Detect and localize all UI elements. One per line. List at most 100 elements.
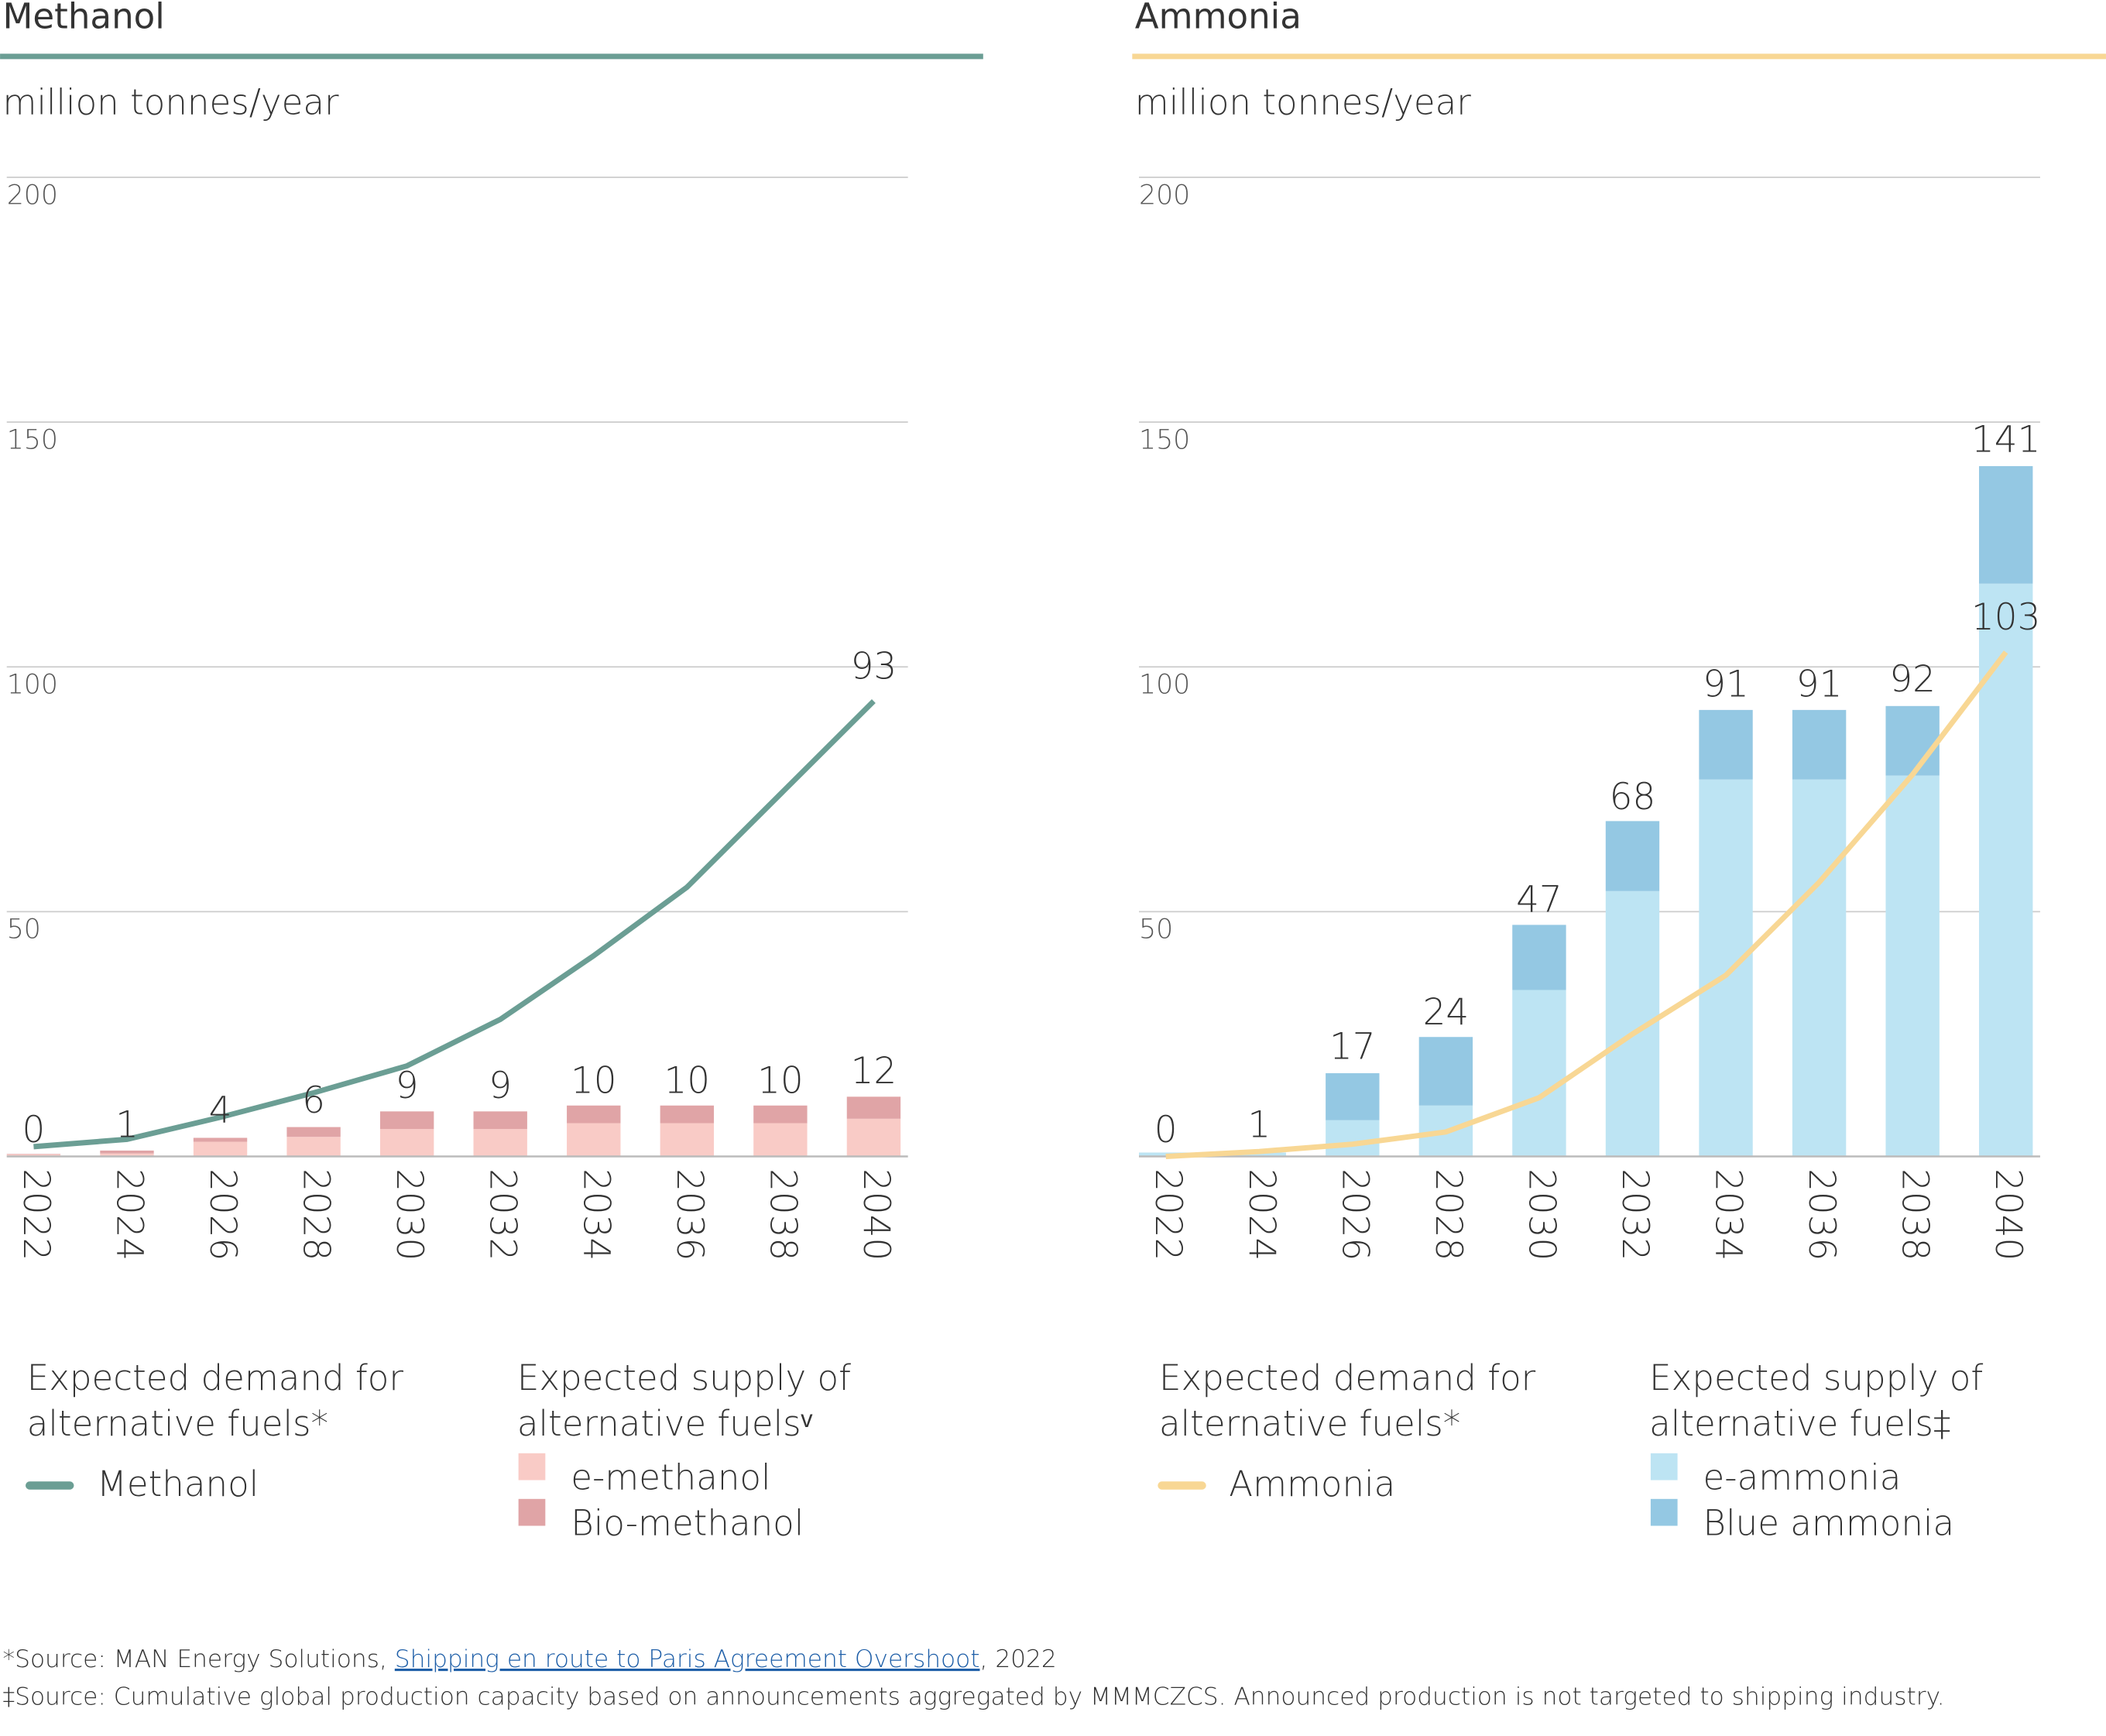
total-label: 0 [22, 1110, 46, 1151]
x-tick-label: 2028 [295, 1168, 337, 1261]
x-tick-label: 2026 [1333, 1168, 1375, 1261]
bar-segment [1699, 709, 1753, 780]
x-tick-label: 2024 [108, 1168, 149, 1261]
legend-heading: Expected supply of [1649, 1357, 1983, 1398]
bar-segment [1605, 821, 1660, 891]
x-tick-label: 2030 [1520, 1168, 1562, 1261]
bar-segment [1232, 1152, 1286, 1157]
legend-label: Ammonia [1229, 1463, 1395, 1504]
chart-title: Methanol [3, 0, 165, 36]
total-label: 17 [1329, 1026, 1376, 1068]
x-tick-label: 2028 [1427, 1168, 1469, 1261]
bar-segment [1885, 775, 1940, 1157]
total-label: 91 [1796, 664, 1843, 705]
total-label: 141 [1971, 419, 2040, 461]
bar-segment [1326, 1073, 1380, 1120]
bar-segment [286, 1127, 341, 1137]
footnote-text: *Source: MAN Energy Solutions, [3, 1645, 395, 1673]
legend-heading: Expected demand for [27, 1357, 404, 1398]
x-tick-label: 2034 [1707, 1168, 1749, 1261]
footnote: ‡Source: Cumulative global production ca… [3, 1683, 1945, 1711]
x-tick-label: 2036 [1800, 1168, 1842, 1261]
legend-label: Methanol [97, 1463, 259, 1504]
legend-heading: Expected supply of [517, 1357, 851, 1398]
x-tick-label: 2034 [575, 1168, 616, 1261]
total-label: 0 [1154, 1110, 1178, 1151]
x-tick-label: 2022 [1147, 1168, 1188, 1261]
legend-heading: alternative fuels* [1159, 1403, 1460, 1444]
legend-label: e-methanol [571, 1457, 770, 1498]
x-tick-label: 2040 [1987, 1168, 2029, 1261]
x-tick-label: 2038 [1894, 1168, 1936, 1261]
total-label: 9 [489, 1065, 512, 1107]
x-tick-label: 2022 [15, 1168, 57, 1261]
footnote: *Source: MAN Energy Solutions, Shipping … [3, 1645, 1057, 1673]
unit-label: million tonnes/year [3, 81, 339, 122]
bar-segment [846, 1118, 901, 1157]
legend-label: e-ammonia [1703, 1457, 1902, 1498]
bar-segment [100, 1153, 154, 1157]
y-tick-label: 150 [7, 424, 58, 455]
x-tick-label: 2032 [482, 1168, 523, 1261]
bar-segment [1885, 705, 1940, 776]
bar-segment [1792, 709, 1847, 780]
x-tick-label: 2024 [1240, 1168, 1282, 1261]
bar-segment [473, 1111, 527, 1130]
bar-segment [1512, 990, 1566, 1157]
bar-segment [193, 1137, 248, 1142]
total-label: 4 [209, 1089, 232, 1131]
y-tick-label: 100 [1139, 670, 1190, 701]
y-tick-label: 150 [1139, 424, 1190, 455]
bar-segment [753, 1105, 808, 1124]
legend-swatch [518, 1453, 546, 1480]
total-label: 12 [851, 1051, 897, 1093]
chart-title: Ammonia [1135, 0, 1302, 36]
bar-segment [660, 1123, 715, 1157]
bar-segment [193, 1141, 248, 1157]
total-label: 10 [757, 1061, 804, 1103]
y-tick-label: 200 [1139, 180, 1190, 211]
y-tick-label: 50 [1139, 914, 1173, 945]
total-label: 6 [302, 1080, 325, 1122]
legend-label: Bio-methanol [571, 1503, 804, 1544]
bar-segment [660, 1105, 715, 1124]
bar-segment [1979, 583, 2033, 1157]
x-tick-label: 2036 [668, 1168, 710, 1261]
y-tick-label: 200 [7, 180, 58, 211]
bar-segment [379, 1111, 434, 1130]
bar-segment [567, 1123, 621, 1157]
demand-line [33, 699, 876, 1150]
x-tick-label: 2038 [761, 1168, 803, 1261]
total-label: 24 [1423, 992, 1470, 1034]
line-end-label: 93 [851, 646, 897, 688]
total-label: 1 [115, 1104, 139, 1146]
bar-segment [1699, 779, 1753, 1157]
total-label: 10 [664, 1061, 711, 1103]
total-label: 68 [1610, 777, 1656, 818]
total-label: 92 [1889, 659, 1936, 701]
bar-segment [286, 1137, 341, 1157]
legend-swatch [518, 1498, 546, 1526]
footnote-text: , 2022 [979, 1645, 1056, 1673]
y-tick-label: 50 [7, 914, 41, 945]
legend-heading: Expected demand for [1159, 1357, 1536, 1398]
x-tick-label: 2032 [1614, 1168, 1655, 1261]
bar-segment [1512, 925, 1566, 990]
bar-segment [1326, 1120, 1380, 1157]
bar-segment [1792, 779, 1847, 1157]
footnote-link[interactable]: Shipping en route to Paris Agreement Ove… [395, 1645, 980, 1673]
total-label: 91 [1703, 664, 1749, 705]
total-label: 1 [1247, 1104, 1271, 1146]
demand-line [1165, 650, 2008, 1159]
bar-segment [1979, 466, 2033, 584]
x-tick-label: 2040 [855, 1168, 897, 1261]
y-tick-label: 100 [7, 670, 58, 701]
bar-segment [567, 1105, 621, 1124]
legend-label: Blue ammonia [1703, 1503, 1955, 1544]
total-label: 9 [396, 1065, 419, 1107]
bar-segment [100, 1150, 154, 1154]
bar-segment [1418, 1037, 1473, 1106]
legend-heading: alternative fuelsᵛ [517, 1403, 813, 1444]
unit-label: million tonnes/year [1135, 81, 1471, 122]
